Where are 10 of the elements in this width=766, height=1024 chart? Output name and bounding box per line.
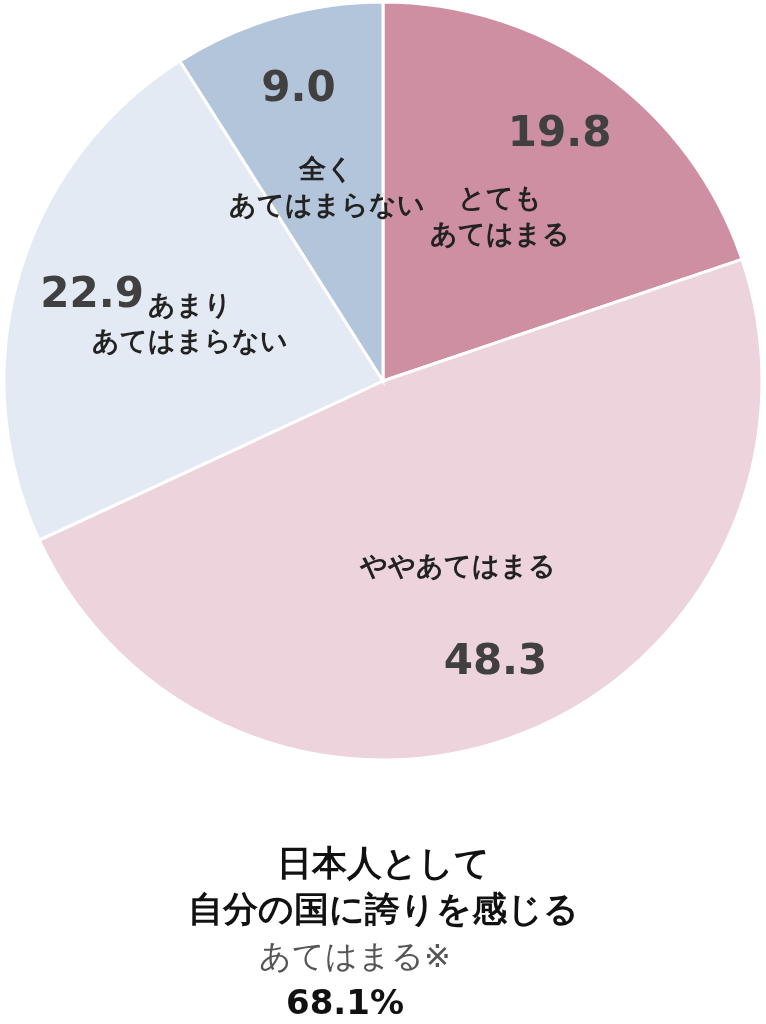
slice-label: ややあてはまる: [358, 550, 556, 582]
slice-label: 全くあてはまらない: [228, 152, 425, 220]
text: あてはまる※: [259, 937, 451, 975]
data-label: 48.3: [443, 635, 548, 685]
text: 68.1%: [286, 981, 404, 1022]
text: 日本人として自分の国に誇りを感じる: [187, 843, 579, 929]
data-label: 9.0: [261, 62, 336, 112]
data-label: 22.9: [40, 268, 144, 317]
slice-label: とてもあてはまる: [430, 182, 571, 250]
data-label: 19.8: [507, 107, 612, 157]
